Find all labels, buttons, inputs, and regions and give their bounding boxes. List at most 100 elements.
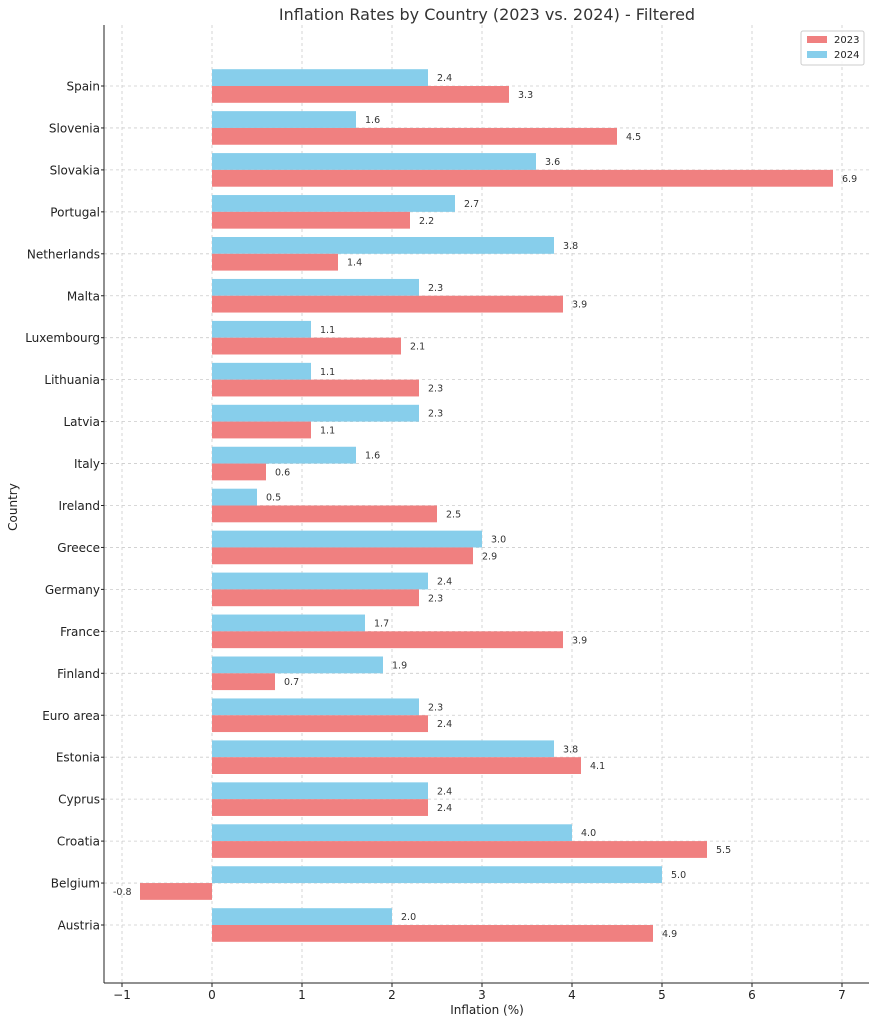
bar-2024-slovakia bbox=[212, 153, 536, 170]
bar-2024-italy bbox=[212, 446, 356, 464]
bar-2024-portugal bbox=[212, 195, 455, 212]
y-tick-label: Germany bbox=[45, 583, 100, 597]
legend-label-2023: 2023 bbox=[834, 35, 859, 46]
bar-2024-estonia bbox=[212, 740, 554, 758]
y-tick-label: Latvia bbox=[63, 415, 100, 429]
y-tick-label: Austria bbox=[58, 919, 100, 933]
y-tick-label: Cyprus bbox=[58, 793, 100, 807]
data-label-2023: 4.5 bbox=[626, 132, 641, 143]
bar-2023-cyprus bbox=[212, 799, 428, 816]
bar-2023-malta bbox=[212, 295, 563, 313]
data-label-2024: 1.6 bbox=[365, 115, 380, 126]
data-label-2024: 2.4 bbox=[437, 786, 452, 797]
data-label-2024: 2.0 bbox=[401, 912, 416, 923]
bar-2024-slovenia bbox=[212, 111, 356, 128]
data-label-2023: 2.3 bbox=[428, 593, 443, 604]
x-tick-label: 6 bbox=[748, 988, 756, 1002]
data-label-2023: 3.9 bbox=[572, 300, 587, 311]
y-tick-label: Croatia bbox=[57, 835, 100, 849]
bar-2023-portugal bbox=[212, 211, 410, 229]
x-tick-label: 2 bbox=[388, 988, 396, 1002]
y-axis-label: Country bbox=[6, 483, 20, 531]
y-tick-label: Estonia bbox=[56, 751, 100, 765]
y-tick-label: Slovakia bbox=[50, 163, 100, 177]
data-label-2023: 5.5 bbox=[716, 845, 731, 856]
bar-2023-finland bbox=[212, 673, 275, 691]
bar-2023-belgium bbox=[140, 883, 212, 900]
x-tick-label: 3 bbox=[478, 988, 486, 1002]
y-tick-label: Ireland bbox=[58, 499, 100, 513]
y-tick-label: Greece bbox=[57, 541, 100, 555]
y-tick-label: Finland bbox=[57, 667, 100, 681]
bar-2024-lithuania bbox=[212, 362, 311, 380]
bar-2023-croatia bbox=[212, 841, 707, 858]
bar-2024-croatia bbox=[212, 824, 572, 842]
bar-2023-greece bbox=[212, 547, 473, 565]
axes: Spain Slovenia Slovakia Portugal Netherlands… bbox=[25, 25, 869, 1002]
x-tick-label: 0 bbox=[208, 988, 216, 1002]
data-label-2023: 0.6 bbox=[275, 467, 290, 478]
y-tick-label: Slovenia bbox=[49, 121, 100, 135]
data-label-2023: 2.4 bbox=[437, 803, 452, 814]
chart-title: Inflation Rates by Country (2023 vs. 202… bbox=[279, 5, 695, 24]
bar-2024-ireland bbox=[212, 488, 257, 506]
legend-swatch-2024 bbox=[807, 51, 827, 58]
data-label-2024: 3.8 bbox=[563, 241, 578, 252]
data-label-2023: 1.1 bbox=[320, 426, 335, 437]
bar-2024-belgium bbox=[212, 866, 662, 884]
data-label-2024: 1.7 bbox=[374, 618, 389, 629]
bar-2023-lithuania bbox=[212, 379, 419, 397]
bars bbox=[140, 69, 833, 942]
y-tick-label: France bbox=[60, 625, 100, 639]
bar-2023-slovakia bbox=[212, 169, 833, 187]
y-tick-label: Italy bbox=[74, 457, 100, 471]
bar-2024-malta bbox=[212, 278, 419, 296]
y-tick-label: Malta bbox=[67, 289, 100, 303]
data-label-2024: 3.0 bbox=[491, 535, 506, 546]
bar-2024-france bbox=[212, 614, 365, 632]
data-label-2024: 1.1 bbox=[320, 325, 335, 336]
data-label-2023: 3.3 bbox=[518, 90, 533, 101]
x-tick-label: −1 bbox=[113, 988, 131, 1002]
x-axis-label: Inflation (%) bbox=[450, 1003, 524, 1017]
bar-2023-spain bbox=[212, 86, 509, 103]
bar-2023-luxembourg bbox=[212, 337, 401, 355]
data-label-2023: 2.9 bbox=[482, 551, 497, 562]
data-label-2024: 4.0 bbox=[581, 828, 596, 839]
data-label-2023: 3.9 bbox=[572, 635, 587, 646]
data-label-2023: 2.5 bbox=[446, 509, 461, 520]
bar-2023-germany bbox=[212, 589, 419, 607]
bar-2024-luxembourg bbox=[212, 320, 311, 338]
data-label-2023: 2.4 bbox=[437, 719, 452, 730]
data-label-2024: 2.7 bbox=[464, 199, 479, 210]
y-tick-label: Portugal bbox=[50, 205, 100, 219]
data-label-2024: 5.0 bbox=[671, 870, 686, 881]
data-label-2024: 3.6 bbox=[545, 157, 560, 168]
data-label-2023: 4.1 bbox=[590, 761, 605, 772]
y-tick-label: Spain bbox=[66, 80, 100, 94]
data-label-2023: 1.4 bbox=[347, 258, 362, 269]
bar-2024-germany bbox=[212, 572, 428, 590]
x-tick-label: 5 bbox=[658, 988, 666, 1002]
bar-2024-greece bbox=[212, 530, 482, 548]
data-label-2024: 1.9 bbox=[392, 660, 407, 671]
bar-2024-spain bbox=[212, 69, 428, 86]
bar-2024-austria bbox=[212, 908, 392, 925]
bar-2024-finland bbox=[212, 656, 383, 674]
bar-2023-estonia bbox=[212, 757, 581, 774]
bar-2024-cyprus bbox=[212, 782, 428, 800]
data-label-2023: 4.9 bbox=[662, 929, 677, 940]
data-label-2024: 1.1 bbox=[320, 367, 335, 378]
bar-2023-slovenia bbox=[212, 127, 617, 145]
data-label-2024: 0.5 bbox=[266, 493, 281, 504]
x-tick-label: 4 bbox=[568, 988, 576, 1002]
data-label-2024: 2.3 bbox=[428, 702, 443, 713]
bar-2023-netherlands bbox=[212, 253, 338, 271]
legend-swatch-2023 bbox=[807, 36, 827, 43]
bar-2023-italy bbox=[212, 463, 266, 481]
bar-2023-france bbox=[212, 631, 563, 649]
data-label-2024: 2.3 bbox=[428, 283, 443, 294]
bar-2023-austria bbox=[212, 925, 653, 942]
data-label-2023: 2.3 bbox=[428, 384, 443, 395]
